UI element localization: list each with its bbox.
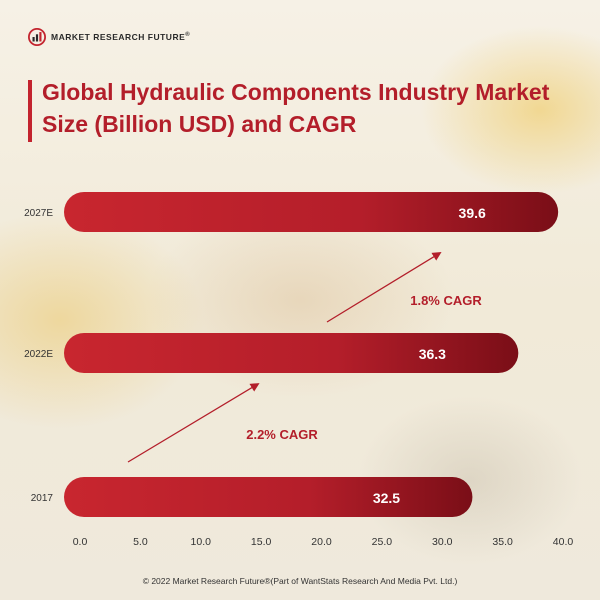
title-accent-bar (28, 80, 32, 142)
x-tick-label: 10.0 (191, 536, 212, 548)
bar-value-label: 39.6 (459, 205, 486, 221)
cagr-arrow (326, 252, 442, 323)
bar-value-label: 36.3 (419, 346, 446, 362)
chart-title: Global Hydraulic Components Industry Mar… (42, 79, 550, 137)
brand-logo: MARKET RESEARCH FUTURE® (28, 28, 190, 46)
x-tick-label: 20.0 (311, 536, 332, 548)
bar-2027E (64, 192, 559, 232)
cagr-arrow (127, 383, 260, 463)
cagr-label: 1.8% CAGR (410, 293, 482, 308)
brand-logo-icon (28, 28, 46, 46)
cagr-label: 2.2% CAGR (246, 427, 318, 442)
x-tick-label: 5.0 (133, 536, 148, 548)
x-tick-label: 25.0 (372, 536, 393, 548)
bar-2017 (64, 477, 473, 517)
x-tick-label: 15.0 (251, 536, 272, 548)
category-label: 2022E (24, 349, 53, 360)
x-tick-label: 0.0 (73, 536, 88, 548)
bar-value-label: 32.5 (373, 490, 400, 506)
x-tick-label: 35.0 (492, 536, 513, 548)
bar-2022E (64, 333, 519, 373)
category-label: 2017 (31, 493, 54, 504)
brand-name: MARKET RESEARCH FUTURE® (51, 32, 191, 42)
x-tick-label: 40.0 (553, 536, 574, 548)
category-label: 2027E (24, 208, 53, 219)
x-tick-label: 30.0 (432, 536, 453, 548)
copyright-footer: © 2022 Market Research Future®(Part of W… (142, 576, 458, 586)
